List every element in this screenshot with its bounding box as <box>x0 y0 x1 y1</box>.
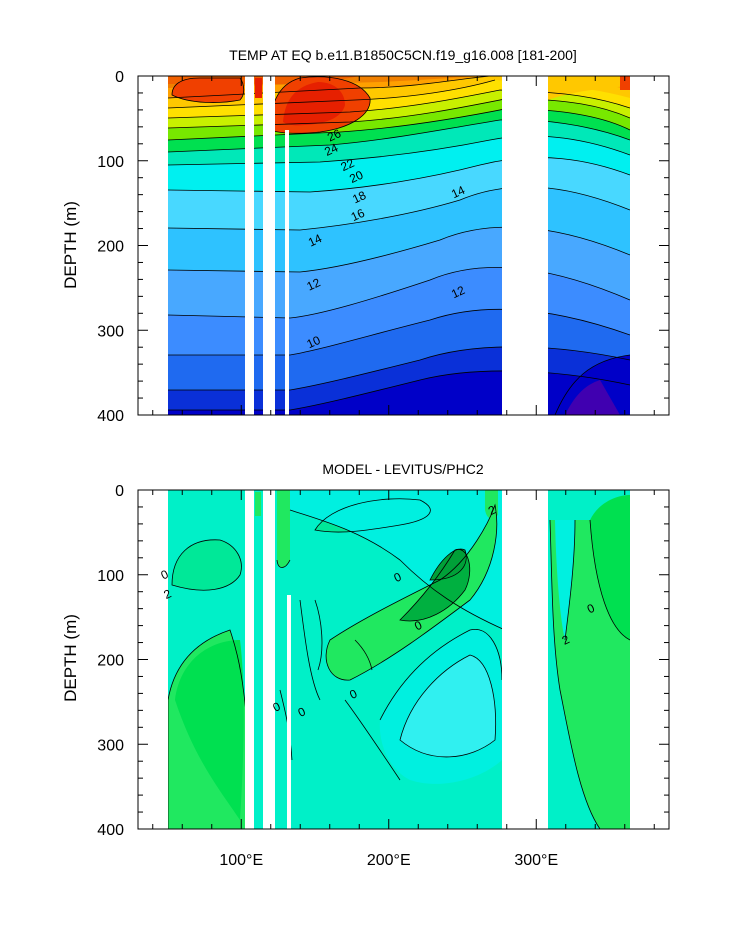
y-tick-label: 0 <box>115 69 124 86</box>
red-island-patch <box>255 78 262 98</box>
contour-label: 22 <box>338 156 356 174</box>
y-tick-label: 300 <box>97 323 124 340</box>
contour-label: 16 <box>349 206 367 224</box>
green-island-patch <box>255 492 261 516</box>
y-tick-label: 200 <box>97 653 124 670</box>
contour-label: 12 <box>305 275 323 293</box>
y-tick-label: 200 <box>97 239 124 256</box>
contour-label: 10 <box>305 333 323 351</box>
y-tick-label: 0 <box>115 483 124 500</box>
y-tick-label: 400 <box>97 408 124 425</box>
difference-axes: 100°E 200°E 300°E 0 100 200 300 400 <box>97 483 669 869</box>
contour-label: 14 <box>306 231 324 249</box>
temperature-axes: 0 100 200 300 400 <box>97 69 669 425</box>
y-tick-label: 100 <box>97 568 124 585</box>
contour-label: 12 <box>449 283 467 301</box>
temperature-contour-field <box>168 76 630 415</box>
contour-label: 14 <box>449 183 467 201</box>
contour-label: 26 <box>325 126 343 144</box>
contour-label: 20 <box>347 168 365 186</box>
x-tick-label: 300°E <box>514 852 558 869</box>
y-tick-label: 300 <box>97 737 124 754</box>
difference-contour-lines <box>167 498 631 829</box>
contour-label: 18 <box>350 188 368 206</box>
x-tick-label: 200°E <box>367 852 411 869</box>
y-tick-label: 400 <box>97 822 124 839</box>
difference-ylabel: DEPTH (m) <box>61 614 80 702</box>
temperature-panel: TEMP AT EQ b.e11.B1850C5CN.f19_g16.008 [… <box>61 47 670 425</box>
temperature-ylabel: DEPTH (m) <box>61 201 80 289</box>
x-tick-label: 100°E <box>219 852 263 869</box>
contour-label: 24 <box>322 140 340 158</box>
difference-panel: MODEL - LEVITUS/PHC2 <box>61 461 670 869</box>
temperature-panel-title: TEMP AT EQ b.e11.B1850C5CN.f19_g16.008 [… <box>229 47 577 63</box>
difference-panel-title: MODEL - LEVITUS/PHC2 <box>322 461 484 477</box>
y-tick-label: 100 <box>97 154 124 171</box>
